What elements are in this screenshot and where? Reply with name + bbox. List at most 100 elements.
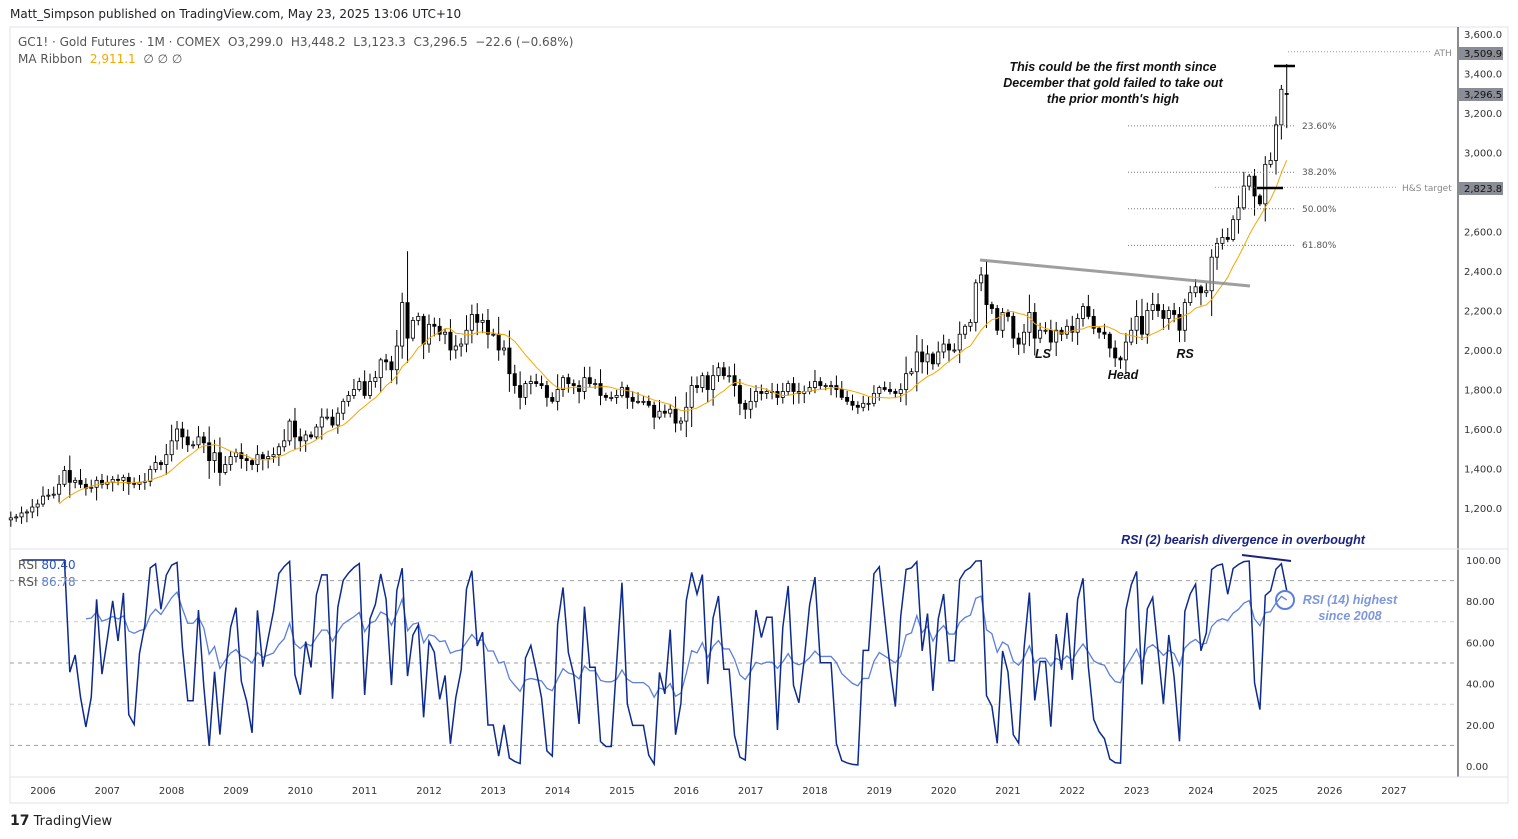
candle [410,317,415,342]
candle [641,396,646,406]
candle [207,426,212,479]
candle [351,378,356,399]
ma-ribbon-line [58,160,1288,505]
candle [78,468,83,489]
candle [737,378,742,416]
candle-body [24,511,29,514]
candle [1081,303,1086,327]
candle [941,334,946,359]
candle-body [984,274,989,305]
candle [839,381,844,400]
candle [212,439,217,473]
rsi14-legend[interactable]: RSI 86.78 [18,575,76,589]
candle-body [164,454,169,465]
candle [1054,321,1059,357]
year-tick: 2011 [352,786,377,797]
candle-body [169,440,174,456]
rsi-tick: 20.00 [1466,721,1495,732]
candle [807,381,812,395]
candle [1284,63,1289,129]
candle-body [314,426,319,438]
candle-body [759,391,764,394]
candle-body [1075,317,1080,333]
candle [62,465,67,488]
candle-body [1118,357,1123,361]
candle [888,382,893,395]
price-label-last-bg [1459,88,1503,101]
candle [587,366,592,388]
candle-body [845,396,850,402]
candle-body [1188,292,1193,304]
candle-body [1161,310,1166,319]
rsi-tick: 100.00 [1466,556,1501,567]
price-tick: 3,400.0 [1464,70,1502,81]
price-tick: 2,600.0 [1464,228,1502,239]
year-tick: 2017 [738,786,763,797]
candle [561,375,566,397]
candle [67,455,72,498]
candle [99,473,104,489]
candle [1220,228,1225,250]
candle-body [1123,341,1128,361]
candle-body [116,478,121,481]
candle-body [625,387,630,398]
candle-body [1247,175,1252,187]
symbol-name[interactable]: GC1! · Gold Futures · 1M · COMEX [18,35,221,49]
candle [24,509,29,523]
candle [373,370,378,388]
candle-body [1215,242,1220,258]
candle-body [351,389,356,396]
ma-legend[interactable]: MA Ribbon 2,911.1 ∅ ∅ ∅ [18,52,182,66]
candle-body [303,434,308,442]
candle-body [689,385,694,408]
rsi2-legend[interactable]: RSI 80.40 [18,558,76,572]
candle-body [62,470,67,485]
candle-body [764,391,769,394]
candle-body [582,377,587,392]
candle [1182,298,1187,342]
price-tick: 1,200.0 [1464,504,1502,515]
candle [1166,306,1171,330]
candle [1011,312,1016,348]
candle [861,395,866,412]
candle-body [30,506,35,513]
candle-body [753,391,758,402]
candle [550,392,555,404]
candle-body [561,377,566,390]
candle [753,385,758,408]
candle [400,292,405,359]
candle-body [432,323,437,327]
candle-body [1231,219,1236,240]
tradingview-logo[interactable]: 17 TradingView [10,813,112,829]
candle-body [855,404,860,408]
candle [1022,323,1027,354]
candle [1150,292,1155,320]
candle-body [1273,124,1278,161]
candle-body [609,396,614,399]
candle [1177,307,1182,343]
candle-body [309,434,314,438]
candle [609,391,614,402]
candle [1215,237,1220,270]
candles [8,63,1289,527]
candle-body [212,452,217,462]
candle [148,465,153,487]
candle [625,384,630,409]
rsi14-value: 86.78 [41,575,76,589]
candle [780,382,785,404]
candle-body [73,479,78,483]
candle-body [877,387,882,394]
candle-body [1204,290,1209,294]
rsi-tick: 60.00 [1466,638,1495,649]
candle [614,389,619,404]
candle [1139,298,1144,341]
candle [276,443,281,467]
candle [73,477,78,489]
candle [925,345,930,375]
candle-body [636,400,641,403]
price-tick: 1,400.0 [1464,465,1502,476]
candle-body [957,333,962,351]
candle-body [603,395,608,398]
candle [255,445,260,473]
